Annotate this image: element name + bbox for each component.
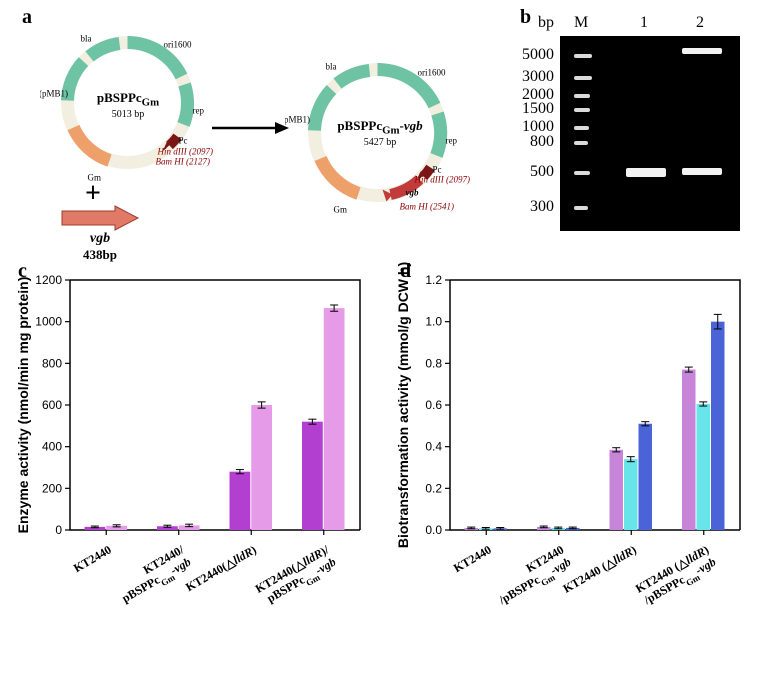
svg-text:Pc: Pc bbox=[433, 165, 442, 175]
reaction-arrow bbox=[210, 120, 290, 136]
svg-text:rep: rep bbox=[193, 106, 205, 116]
svg-text:0.0: 0.0 bbox=[425, 523, 442, 537]
svg-text:Gm: Gm bbox=[334, 205, 348, 215]
svg-text:1000: 1000 bbox=[35, 315, 62, 329]
lane-label-M: M bbox=[574, 14, 588, 32]
svg-text:Enzyme activity (nmol/min mg p: Enzyme activity (nmol/min mg protein) bbox=[15, 277, 31, 534]
svg-text:1.0: 1.0 bbox=[425, 315, 442, 329]
ladder-band bbox=[574, 76, 592, 80]
lane2-band bbox=[682, 168, 722, 175]
svg-text:200: 200 bbox=[42, 481, 62, 495]
lane-label-2: 2 bbox=[696, 14, 704, 32]
svg-text:0.8: 0.8 bbox=[425, 356, 442, 370]
ladder-band bbox=[574, 94, 590, 98]
panel-a-diagram: bla ori1600 rep rep(pMB1) Gm Pc Hin dIII… bbox=[20, 10, 480, 245]
bar bbox=[610, 450, 624, 530]
ladder-bp-label: 300 bbox=[530, 198, 554, 216]
site-bamhi-1: Bam HI (2127) bbox=[156, 157, 211, 167]
bar bbox=[639, 424, 653, 530]
svg-text:0.6: 0.6 bbox=[425, 398, 442, 412]
svg-text:ori1600: ori1600 bbox=[418, 68, 446, 78]
svg-text:800: 800 bbox=[42, 356, 62, 370]
svg-text:rep: rep bbox=[446, 136, 458, 146]
svg-text:vgb: vgb bbox=[406, 188, 419, 198]
svg-text:KT2440 (△lldR): KT2440 (△lldR) bbox=[561, 542, 639, 595]
svg-text:rep(pMB1): rep(pMB1) bbox=[285, 115, 310, 125]
bp-header: bp bbox=[538, 14, 554, 32]
panel-c-svg: 0 200 400 600 800 1000 1200 Enzyme activity (nm… bbox=[10, 260, 370, 660]
ladder-bp-label: 1500 bbox=[522, 100, 554, 118]
ladder-bp-label: 800 bbox=[530, 133, 554, 151]
ladder-band bbox=[574, 108, 590, 112]
ladder-band bbox=[574, 54, 592, 58]
ladder-band bbox=[574, 171, 590, 175]
bar bbox=[251, 405, 272, 530]
svg-text:rep(pMB1): rep(pMB1) bbox=[40, 89, 68, 99]
panel-c-chart: 0 200 400 600 800 1000 1200 Enzyme activity (nm… bbox=[10, 260, 370, 660]
bar bbox=[711, 322, 725, 530]
lane-label-1: 1 bbox=[640, 14, 648, 32]
svg-text:400: 400 bbox=[42, 440, 62, 454]
plasmid-2-name: pBSPPcGm-vgb 5427 bp bbox=[330, 118, 430, 148]
ladder-band bbox=[574, 206, 588, 210]
ladder-bp-label: 500 bbox=[530, 163, 554, 181]
ladder-band bbox=[574, 141, 588, 145]
plasmid-1-name: pBSPPcGm 5013 bp bbox=[88, 90, 168, 120]
svg-text:bla: bla bbox=[81, 34, 92, 44]
ladder-bp-label: 3000 bbox=[522, 68, 554, 86]
svg-text:bla: bla bbox=[326, 62, 337, 72]
gel-image bbox=[560, 36, 740, 231]
bar bbox=[682, 370, 696, 530]
lane2-band bbox=[682, 48, 722, 54]
svg-text:Pc: Pc bbox=[179, 136, 188, 146]
svg-text:Biotransformation activity (mm: Biotransformation activity (mmol/g DCW h… bbox=[395, 262, 411, 548]
site-hin3-1: Hin dIII (2097) bbox=[157, 147, 214, 157]
bar bbox=[324, 308, 345, 530]
site-hin3-2: Hin dIII (2097) bbox=[414, 175, 471, 185]
panel-d-svg: 0.0 0.2 0.4 0.6 0.8 1.0 1.2 Biotransformation a… bbox=[390, 260, 750, 660]
svg-text:KT2440: KT2440 bbox=[71, 542, 114, 575]
bar bbox=[302, 422, 323, 530]
ladder-bp-label: 5000 bbox=[522, 46, 554, 64]
bar bbox=[697, 404, 711, 530]
ladder-band bbox=[574, 126, 589, 130]
svg-text:600: 600 bbox=[42, 398, 62, 412]
svg-text:KT2440(△lldR): KT2440(△lldR) bbox=[183, 542, 259, 594]
bar bbox=[624, 459, 638, 530]
svg-text:0.4: 0.4 bbox=[425, 440, 442, 454]
panel-b-gel: bp M 1 2 50003000200015001000800500300 bbox=[510, 8, 750, 243]
lane1-band bbox=[626, 168, 666, 177]
figure-root: a b c d bla ori1600 rep rep(p bbox=[0, 0, 765, 677]
svg-text:1.2: 1.2 bbox=[425, 273, 442, 287]
svg-text:ori1600: ori1600 bbox=[164, 40, 192, 50]
svg-text:0.2: 0.2 bbox=[425, 481, 442, 495]
bar bbox=[230, 472, 251, 530]
svg-text:0: 0 bbox=[55, 523, 62, 537]
vgb-insert: vgb 438bp bbox=[60, 205, 140, 263]
site-bamhi-2: Bam HI (2541) bbox=[400, 202, 455, 212]
panel-d-chart: 0.0 0.2 0.4 0.6 0.8 1.0 1.2 Biotransformation a… bbox=[390, 260, 750, 660]
svg-text:1200: 1200 bbox=[35, 273, 62, 287]
svg-text:KT2440: KT2440 bbox=[451, 542, 494, 575]
